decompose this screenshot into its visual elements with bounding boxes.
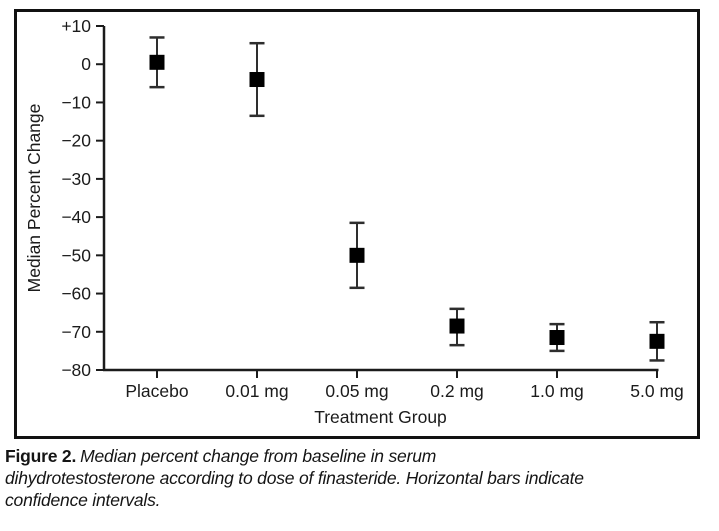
y-tick-label: 0: [81, 54, 91, 74]
x-tick-label: Placebo: [125, 381, 188, 401]
y-tick-label: −40: [61, 207, 91, 227]
dht-dose-response-chart: +10 0 −10 −20 −30 −40 −50 −60 −70 −80 Placebo 0.01 …: [14, 9, 700, 439]
data-point-marker: [649, 333, 665, 349]
x-tick-label: 1.0 mg: [530, 381, 584, 401]
y-tick-label: −80: [61, 360, 91, 380]
data-point-marker: [149, 54, 165, 70]
figure-frame: [14, 9, 700, 439]
y-tick-label: −60: [61, 284, 91, 304]
figure-caption: Figure 2. Median percent change from base…: [5, 445, 715, 511]
data-point-marker: [549, 330, 565, 346]
data-point-marker: [449, 318, 465, 334]
caption-line-3: confidence intervals.: [5, 490, 161, 510]
y-tick-label: −20: [61, 131, 91, 151]
x-tick-label: 0.2 mg: [430, 381, 484, 401]
y-tick-label: +10: [61, 16, 91, 36]
caption-label: Figure 2.: [5, 446, 77, 466]
y-tick-label: −10: [61, 92, 91, 112]
data-point-marker: [349, 247, 365, 263]
y-tick-label: −30: [61, 169, 91, 189]
caption-line-1: Median percent change from baseline in s…: [80, 446, 437, 466]
y-tick-label: −50: [61, 245, 91, 265]
caption-line-2: dihydrotestosterone according to dose of…: [5, 468, 584, 488]
data-point-marker: [249, 72, 265, 88]
y-tick-label: −70: [61, 322, 91, 342]
x-tick-label: 5.0 mg: [630, 381, 684, 401]
x-tick-label: 0.01 mg: [225, 381, 288, 401]
x-axis-title: Treatment Group: [314, 407, 447, 427]
x-tick-label: 0.05 mg: [325, 381, 388, 401]
y-axis-title: Median Percent Change: [24, 104, 44, 293]
